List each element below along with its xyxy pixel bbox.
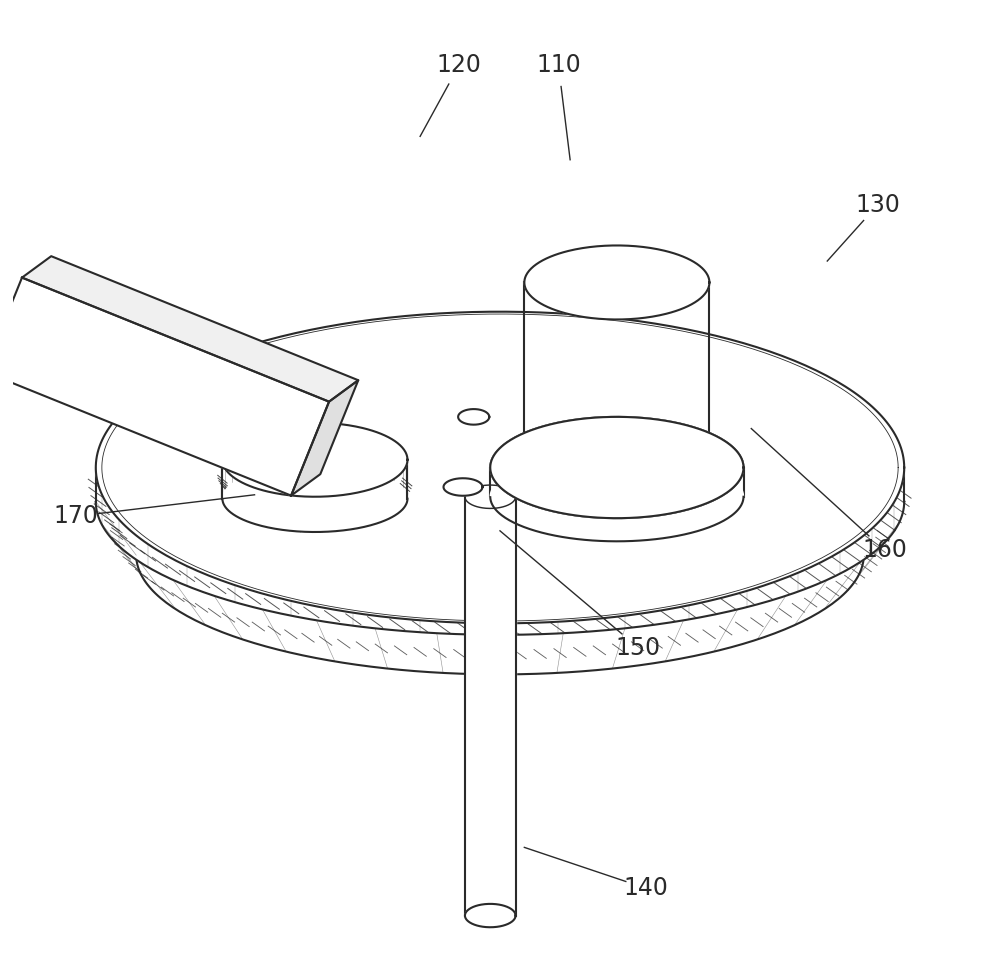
Polygon shape [291,380,358,496]
Text: 140: 140 [624,877,669,900]
Polygon shape [136,436,864,674]
Polygon shape [96,312,904,623]
Polygon shape [465,904,516,927]
Polygon shape [222,466,407,532]
Polygon shape [490,417,744,518]
Polygon shape [96,368,904,635]
Text: 130: 130 [855,193,900,216]
Text: 160: 160 [862,539,907,562]
Polygon shape [444,478,482,496]
Polygon shape [465,497,516,916]
Polygon shape [458,409,489,425]
Text: 120: 120 [437,54,482,77]
Text: 150: 150 [616,636,661,659]
Polygon shape [524,245,709,319]
Polygon shape [490,417,744,518]
Polygon shape [490,452,744,542]
Text: 170: 170 [54,505,99,528]
Polygon shape [0,278,329,496]
Polygon shape [22,256,358,401]
Polygon shape [222,423,407,497]
Text: 110: 110 [536,54,581,77]
